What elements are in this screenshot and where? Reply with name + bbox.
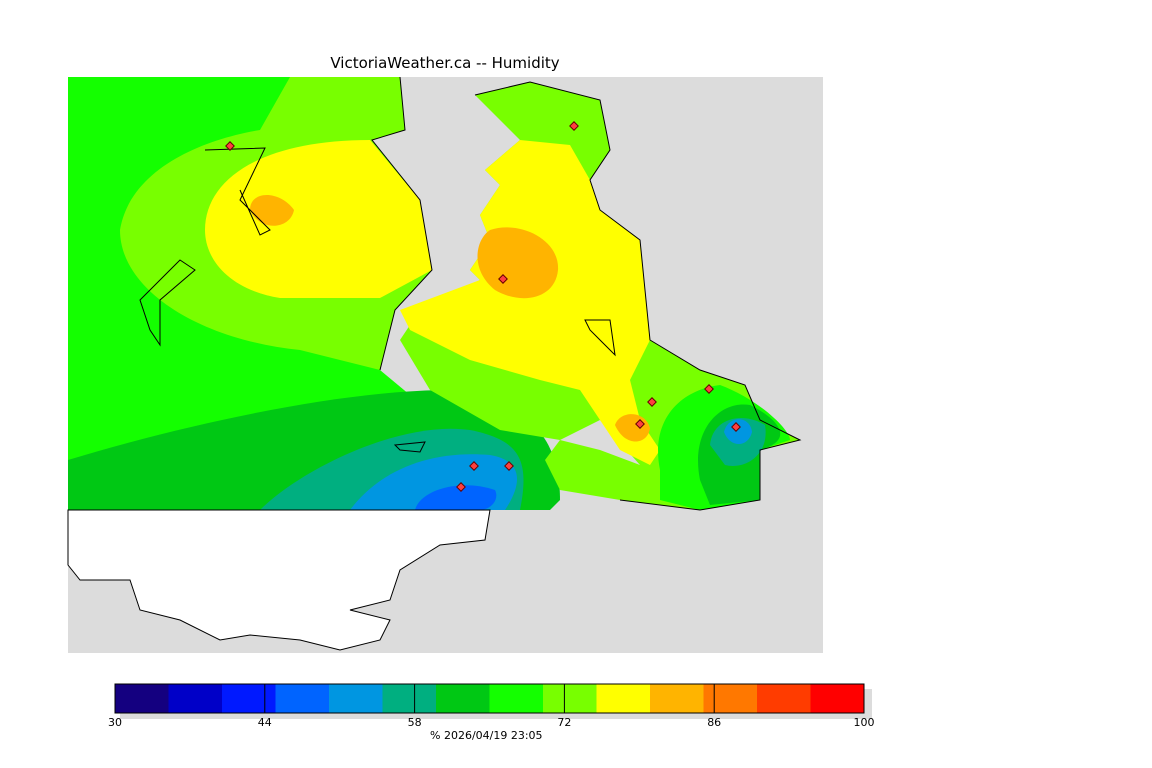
colorbar-bin: [115, 684, 169, 713]
weather-stations: [225, 121, 741, 492]
station-marker: [635, 419, 645, 429]
colorbar-bin: [222, 684, 276, 713]
station-marker: [456, 482, 466, 492]
colorbar-bin: [810, 684, 865, 713]
contour-45-50: [415, 485, 497, 510]
colorbar-tick-label: 58: [407, 716, 422, 729]
colorbar-bin: [436, 684, 490, 713]
station-marker: [569, 121, 579, 131]
colorbar-bin: [382, 684, 437, 713]
station-marker: [504, 461, 514, 471]
colorbar-tick-label: 100: [853, 716, 875, 729]
contour-85-90-left: [250, 195, 294, 226]
contour-50-55-east: [724, 419, 752, 444]
land-no-data: [67, 509, 491, 651]
station-marker: [704, 384, 714, 394]
colorbar-bin: [703, 684, 758, 713]
colorbar-frame: [114, 683, 865, 714]
colorbar-bin: [596, 684, 651, 713]
colorbar-bin: [329, 684, 383, 713]
colorbar-bin: [489, 684, 544, 713]
station-marker: [731, 422, 741, 432]
station-marker: [647, 397, 657, 407]
colorbar-bin: [757, 684, 811, 713]
colorbar-tick-label: 72: [557, 716, 572, 729]
colorbar-bin: [168, 684, 223, 713]
unit-and-timestamp: % 2026/04/19 23:05: [430, 729, 543, 742]
colorbar-tick-label: 86: [707, 716, 722, 729]
colorbar-bin: [650, 684, 704, 713]
contour-80-85-left: [205, 140, 432, 298]
station-marker: [498, 274, 508, 284]
station-marker: [469, 461, 479, 471]
contour-85-90-right: [477, 227, 559, 299]
contour-80-85-right: [400, 140, 660, 465]
station-marker: [225, 141, 235, 151]
map-title: VictoriaWeather.ca -- Humidity: [330, 54, 560, 72]
colorbar-bin: [543, 684, 597, 713]
colorbar-bin: [275, 684, 330, 713]
coastline: [139, 76, 802, 511]
colorbar-tick-label: 30: [108, 716, 122, 729]
colorbar-tick-label: 44: [257, 716, 272, 729]
